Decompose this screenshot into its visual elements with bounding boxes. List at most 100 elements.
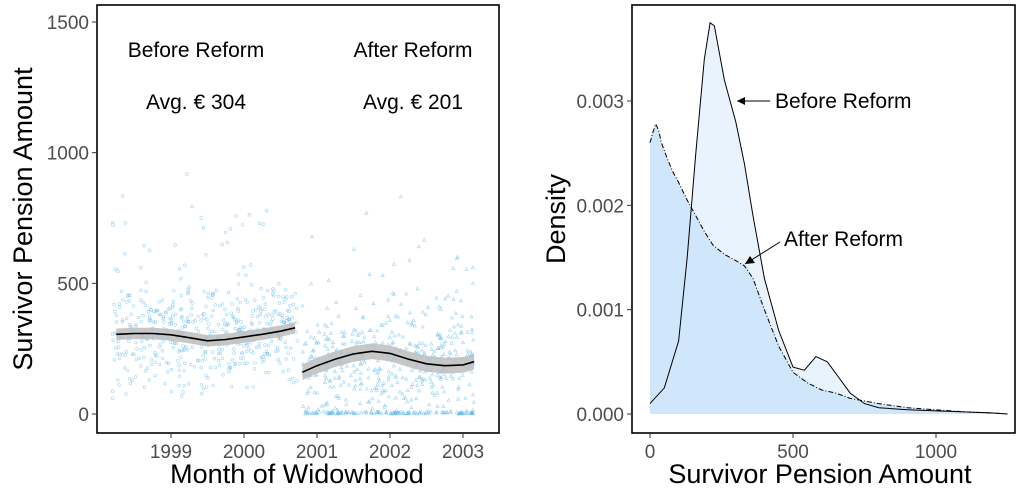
scatter-point	[181, 344, 185, 348]
scatter-point	[371, 301, 376, 305]
scatter-point	[308, 334, 313, 339]
scatter-point	[233, 362, 237, 366]
scatter-point	[283, 297, 288, 301]
scatter-point	[148, 318, 152, 323]
scatter-point	[340, 368, 345, 373]
scatter-point	[203, 350, 208, 355]
scatter-point	[124, 316, 129, 320]
scatter-point	[455, 254, 460, 259]
scatter-point	[136, 315, 141, 320]
scatter-point	[434, 409, 440, 414]
scatter-point	[227, 366, 231, 370]
scatter-point	[386, 369, 391, 374]
scatter-point	[217, 358, 221, 363]
scatter-point	[307, 410, 312, 414]
density-line	[649, 122, 1008, 415]
scatter-point	[338, 383, 343, 387]
left-y-axis-title: Survivor Pension Amount	[8, 67, 38, 371]
scatter-point	[237, 328, 241, 332]
scatter-point	[355, 411, 360, 415]
scatter-point	[321, 408, 326, 413]
scatter-point	[432, 392, 437, 397]
scatter-point	[404, 346, 409, 350]
scatter-point	[188, 362, 193, 367]
scatter-point	[362, 334, 367, 339]
scatter-point	[469, 327, 475, 331]
scatter-point	[204, 304, 208, 309]
density-area	[650, 124, 1008, 414]
scatter-point	[423, 342, 428, 347]
scatter-point	[147, 248, 152, 253]
density-after-reform-label: After Reform	[784, 228, 903, 251]
scatter-point	[366, 375, 371, 380]
scatter-point	[208, 366, 213, 370]
scatter-point	[125, 294, 130, 298]
scatter-point	[199, 366, 204, 370]
scatter-point	[300, 349, 305, 354]
scatter-point	[152, 309, 156, 313]
scatter-point	[312, 410, 317, 414]
scatter-point	[409, 321, 414, 325]
scatter-point	[186, 382, 191, 386]
scatter-point	[163, 310, 168, 314]
scatter-point	[358, 386, 363, 391]
scatter-point	[144, 280, 148, 285]
scatter-point	[471, 337, 476, 342]
scatter-point	[291, 376, 295, 381]
scatter-point	[420, 381, 425, 386]
scatter-point	[364, 409, 369, 414]
scatter-point	[373, 340, 378, 344]
scatter-point	[165, 370, 170, 374]
scatter-point	[447, 349, 452, 354]
scatter-point	[185, 319, 190, 324]
scatter-point	[111, 223, 115, 227]
scatter-point	[177, 267, 182, 271]
scatter-point	[257, 342, 261, 346]
scatter-point	[139, 319, 143, 324]
scatter-point	[328, 384, 333, 389]
scatter-point	[429, 346, 434, 351]
scatter-point	[405, 399, 410, 404]
scatter-point	[448, 373, 454, 378]
scatter-point	[214, 288, 219, 293]
scatter-point	[240, 351, 244, 356]
scatter-point	[380, 382, 385, 387]
scatter-point	[144, 369, 148, 373]
scatter-point	[354, 339, 359, 344]
scatter-point	[351, 363, 356, 368]
scatter-point	[199, 383, 204, 387]
scatter-point	[355, 332, 361, 337]
scatter-point	[283, 288, 288, 292]
scatter-point	[443, 339, 448, 343]
density-before-reform-label: Before Reform	[775, 90, 912, 113]
scatter-point	[331, 384, 336, 389]
scatter-point	[342, 341, 348, 346]
scatter-point	[312, 390, 317, 394]
scatter-point	[275, 345, 280, 350]
scatter-point	[131, 304, 136, 308]
scatter-point	[120, 320, 125, 324]
scatter-point	[122, 366, 127, 370]
scatter-point	[276, 358, 280, 362]
scatter-point	[117, 302, 122, 306]
scatter-point	[448, 408, 453, 413]
scatter-point	[412, 343, 418, 347]
y-tick-label: 0.001	[576, 301, 624, 322]
scatter-point	[329, 409, 334, 414]
scatter-point	[263, 343, 267, 347]
scatter-point	[118, 352, 122, 356]
scatter-point	[359, 380, 364, 385]
scatter-point	[116, 339, 120, 343]
scatter-point	[400, 375, 405, 380]
scatter-point	[454, 288, 459, 293]
scatter-point	[225, 240, 230, 245]
scatter-point	[440, 384, 445, 389]
scatter-point	[110, 332, 115, 336]
scatter-point	[378, 367, 383, 371]
scatter-point	[357, 376, 363, 381]
scatter-point	[439, 410, 445, 414]
scatter-point	[277, 282, 281, 286]
scatter-point	[420, 309, 425, 314]
scatter-point	[251, 309, 255, 313]
scatter-point	[341, 379, 346, 384]
